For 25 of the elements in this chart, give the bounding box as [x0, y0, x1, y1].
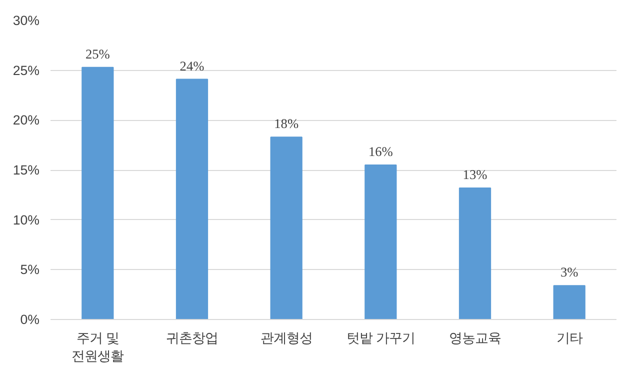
y-tick-label: 15% — [12, 162, 40, 178]
y-tick-label: 5% — [20, 262, 40, 278]
y-tick-label: 25% — [12, 62, 40, 78]
y-tick-label: 20% — [12, 112, 40, 128]
data-label: 18% — [274, 116, 299, 132]
data-label: 13% — [462, 166, 488, 182]
y-tick-label: 30% — [12, 13, 40, 28]
bar — [270, 136, 302, 320]
data-label: 16% — [368, 144, 393, 160]
x-tick-label: 귀촌창업 — [166, 330, 218, 346]
y-tick-label: 10% — [12, 212, 40, 228]
x-tick-label: 기타 — [556, 330, 582, 346]
y-tick-label: 0% — [20, 312, 40, 327]
bar — [364, 164, 397, 320]
bar — [458, 187, 492, 320]
data-label: 25% — [85, 46, 110, 62]
x-tick-label: 관계형성 — [260, 330, 312, 346]
x-tick-label: 텃밭 가꾸기 — [346, 330, 416, 346]
bar — [553, 285, 586, 320]
data-label: 3% — [560, 264, 578, 280]
x-tick-label: 영농교육 — [449, 330, 501, 346]
bar — [82, 66, 114, 320]
data-label: 24% — [180, 58, 204, 74]
bar — [176, 78, 208, 320]
x-tick-label: 주거 및 전원생활 — [72, 330, 124, 364]
